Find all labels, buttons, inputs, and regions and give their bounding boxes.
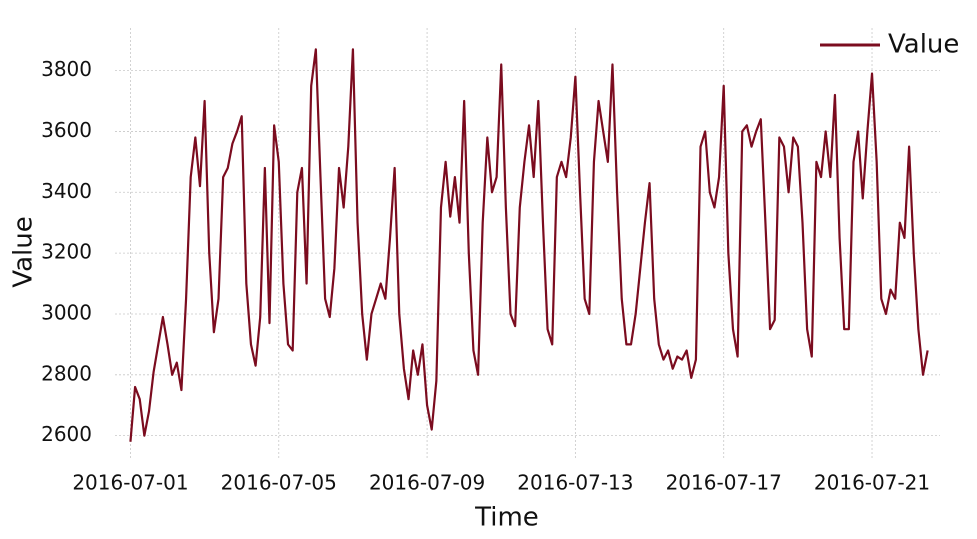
x-axis-label: Time — [474, 503, 539, 533]
x-tick-label: 2016-07-13 — [517, 471, 633, 495]
y-axis-label: Value — [9, 216, 39, 287]
y-tick-label: 3600 — [41, 118, 92, 142]
x-tick-label: 2016-07-09 — [369, 471, 485, 495]
y-tick-label: 3200 — [41, 240, 92, 264]
data-line — [129, 48, 929, 442]
y-tick-label: 3400 — [41, 179, 92, 203]
x-tick-label: 2016-07-17 — [666, 471, 782, 495]
y-tick-label: 2600 — [41, 422, 92, 446]
y-tick-label: 3800 — [41, 57, 92, 81]
x-tick-label: 2016-07-05 — [221, 471, 337, 495]
y-tick-label: 2800 — [41, 361, 92, 385]
legend-label: Value — [888, 30, 959, 60]
x-tick-label: 2016-07-21 — [814, 471, 930, 495]
y-tick-label: 3000 — [41, 300, 92, 324]
x-tick-label: 2016-07-01 — [72, 471, 188, 495]
